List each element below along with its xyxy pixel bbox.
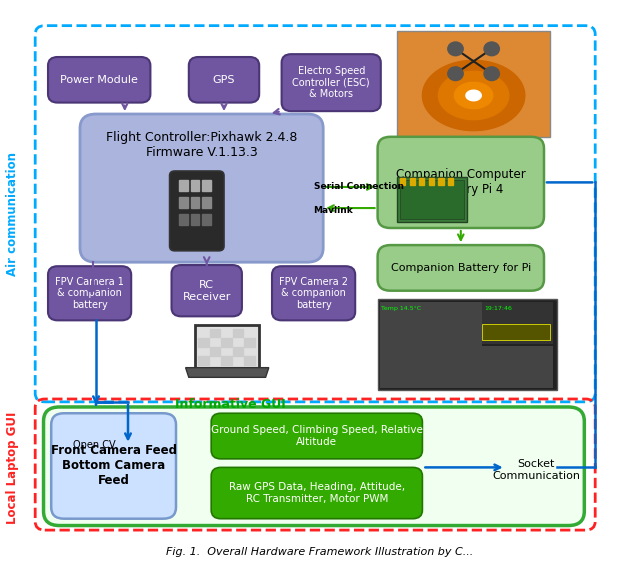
Text: RC
Receiver: RC Receiver [182, 280, 231, 302]
Bar [198, 356, 209, 365]
Bar [419, 178, 424, 185]
Text: FPV Camera 1
& companion
battery: FPV Camera 1 & companion battery [55, 276, 124, 310]
Bar [233, 347, 243, 356]
FancyBboxPatch shape [397, 177, 467, 222]
Bar [202, 214, 211, 225]
Bar [179, 180, 188, 191]
Text: Air communication: Air communication [6, 152, 19, 276]
Bar [481, 324, 550, 340]
FancyBboxPatch shape [170, 171, 224, 251]
Text: Companion Battery for Pi: Companion Battery for Pi [390, 263, 531, 273]
Text: Open CV: Open CV [74, 439, 116, 450]
Bar [380, 302, 482, 388]
Bar [233, 329, 243, 337]
Text: Local Laptop GUI: Local Laptop GUI [6, 411, 19, 524]
Polygon shape [186, 368, 269, 377]
FancyBboxPatch shape [44, 407, 584, 526]
Bar [179, 214, 188, 225]
Text: Power Module: Power Module [60, 75, 138, 85]
Polygon shape [438, 71, 509, 120]
Text: FPV Camera 2
& companion
battery: FPV Camera 2 & companion battery [279, 276, 348, 310]
FancyBboxPatch shape [272, 266, 355, 320]
Bar [191, 180, 199, 191]
FancyBboxPatch shape [80, 114, 323, 262]
FancyBboxPatch shape [211, 413, 422, 459]
Bar [221, 338, 232, 347]
FancyBboxPatch shape [400, 180, 464, 219]
Bar [244, 338, 255, 347]
Bar [448, 178, 453, 185]
Bar [210, 347, 220, 356]
Circle shape [484, 67, 499, 80]
Text: Flight Controller:Pixhawk 2.4.8
Firmware V.1.13.3: Flight Controller:Pixhawk 2.4.8 Firmware… [106, 131, 298, 160]
Bar [481, 345, 553, 388]
Bar [438, 178, 444, 185]
Text: Temp 14.5°C: Temp 14.5°C [381, 306, 421, 311]
Bar [400, 178, 405, 185]
FancyBboxPatch shape [282, 54, 381, 111]
Text: Mavlink: Mavlink [314, 206, 353, 215]
Circle shape [484, 42, 499, 56]
Bar [429, 178, 434, 185]
FancyBboxPatch shape [48, 57, 150, 103]
FancyBboxPatch shape [378, 245, 544, 291]
Bar [378, 299, 557, 390]
Bar [179, 197, 188, 208]
FancyBboxPatch shape [195, 325, 259, 368]
Bar [191, 214, 199, 225]
FancyBboxPatch shape [48, 266, 131, 320]
Text: Fig. 1.  Overall Hardware Framework Illustration by C...: Fig. 1. Overall Hardware Framework Illus… [166, 547, 474, 557]
FancyBboxPatch shape [211, 467, 422, 519]
FancyBboxPatch shape [51, 413, 176, 519]
Text: Raw GPS Data, Heading, Attitude,
RC Transmitter, Motor PWM: Raw GPS Data, Heading, Attitude, RC Tran… [228, 482, 405, 504]
Bar [397, 31, 550, 137]
Circle shape [448, 42, 463, 56]
Text: GPS: GPS [212, 75, 236, 85]
Text: Socket
Communication: Socket Communication [492, 459, 580, 481]
FancyBboxPatch shape [378, 137, 544, 228]
Text: H: H [469, 91, 478, 100]
Bar [202, 197, 211, 208]
Bar [198, 338, 209, 347]
Text: 19:17:46: 19:17:46 [484, 306, 513, 311]
Text: Front Camera Feed
Bottom Camera
Feed: Front Camera Feed Bottom Camera Feed [51, 445, 177, 487]
Bar [210, 329, 220, 337]
FancyBboxPatch shape [189, 57, 259, 103]
Bar [481, 302, 553, 344]
Bar [191, 197, 199, 208]
Text: Serial Connection: Serial Connection [314, 182, 404, 192]
Bar [244, 356, 255, 365]
Circle shape [448, 67, 463, 80]
Polygon shape [454, 82, 493, 109]
Bar [221, 356, 232, 365]
Polygon shape [466, 90, 481, 101]
Text: Ground Speed, Climbing Speed, Relative
Altitude: Ground Speed, Climbing Speed, Relative A… [211, 425, 423, 447]
Text: Electro Speed
Controller (ESC)
& Motors: Electro Speed Controller (ESC) & Motors [292, 66, 370, 99]
Polygon shape [422, 60, 525, 131]
Bar [202, 180, 211, 191]
FancyBboxPatch shape [172, 265, 242, 316]
Text: Informative GUI: Informative GUI [175, 398, 286, 411]
Bar [410, 178, 415, 185]
Text: Companion Computer
Raspberry Pi 4: Companion Computer Raspberry Pi 4 [396, 168, 525, 197]
